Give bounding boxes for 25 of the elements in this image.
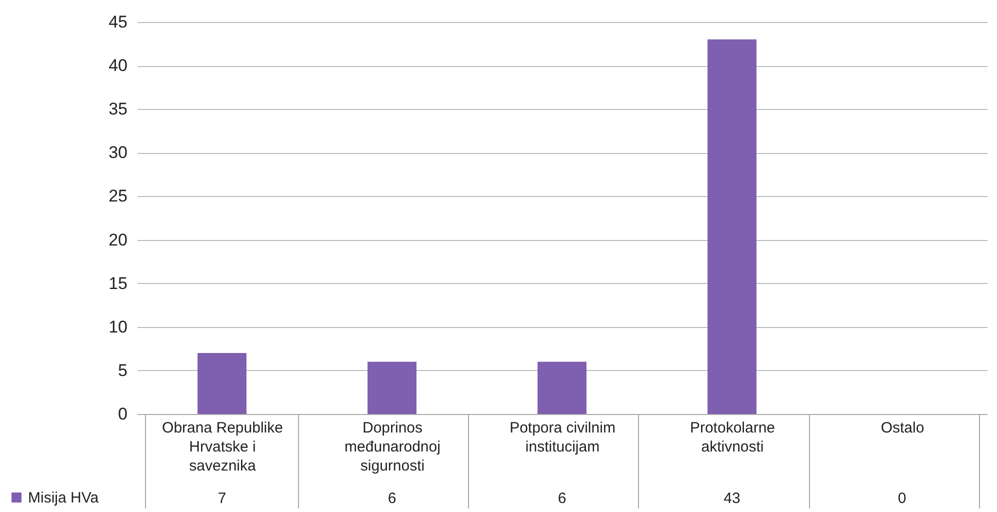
y-tick-label: 20 [108,230,128,250]
y-tick-label: 30 [108,143,128,162]
x-tick-label: Obrana Republike Hrvatske i saveznika [162,420,283,474]
bar [708,39,756,414]
bar [198,353,246,414]
bar [538,362,586,414]
data-label: 6 [558,490,566,507]
x-tick-label: Doprinos međunarodnoj sigurnosti [344,420,440,474]
x-tick-label: Protokolarne aktivnosti [690,420,776,456]
data-label: 6 [388,490,396,507]
data-label: 7 [218,490,226,507]
y-tick-label: 5 [118,360,128,380]
y-tick-label: 15 [108,274,128,293]
y-tick-label: 35 [108,100,128,119]
bar [368,362,416,414]
y-tick-label: 40 [108,56,128,76]
data-label: 0 [898,490,906,507]
x-tick-label: Potpora civilnim institucijam [510,420,616,456]
legend-label: Misija HVa [28,490,100,506]
data-label: 43 [724,490,740,507]
y-tick-label: 0 [118,404,128,424]
x-tick-label: Ostalo [880,420,924,436]
y-tick-label: 45 [108,12,128,32]
y-tick-label: 10 [108,317,128,336]
y-tick-label: 25 [108,186,128,206]
